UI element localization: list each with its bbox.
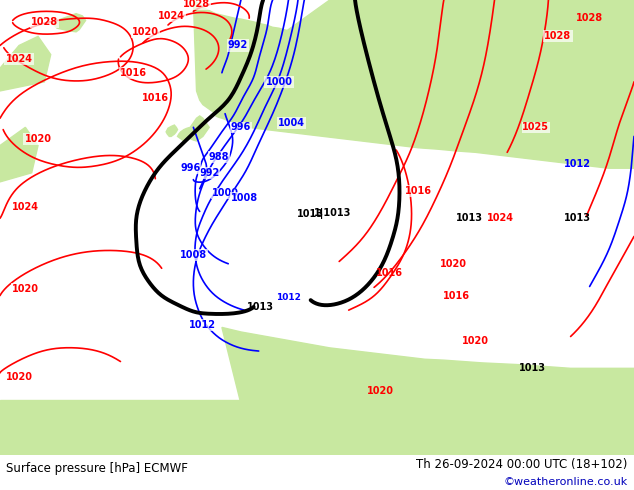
Polygon shape xyxy=(166,125,178,136)
Text: 1024: 1024 xyxy=(6,54,32,64)
Text: 992: 992 xyxy=(199,168,219,178)
Text: 1013: 1013 xyxy=(456,213,482,223)
Text: 1016: 1016 xyxy=(120,68,146,78)
Polygon shape xyxy=(0,127,38,182)
Text: 1028: 1028 xyxy=(545,31,571,41)
Text: 996: 996 xyxy=(180,163,200,173)
Text: 1000: 1000 xyxy=(266,77,292,87)
Text: 992: 992 xyxy=(228,41,248,50)
Polygon shape xyxy=(0,400,634,455)
Text: 1028: 1028 xyxy=(31,17,58,27)
Text: 1020: 1020 xyxy=(6,372,32,382)
Polygon shape xyxy=(222,327,634,455)
Polygon shape xyxy=(193,0,323,118)
Text: 1013: 1013 xyxy=(297,209,324,219)
Text: 1012: 1012 xyxy=(276,294,301,302)
Text: 1013: 1013 xyxy=(564,213,590,223)
Text: 1028: 1028 xyxy=(183,0,210,9)
Text: 1016: 1016 xyxy=(377,268,403,278)
Text: 1000: 1000 xyxy=(212,188,238,198)
Text: 1008: 1008 xyxy=(180,249,207,260)
Text: 1012: 1012 xyxy=(564,159,590,169)
Text: 1020: 1020 xyxy=(440,259,467,269)
Polygon shape xyxy=(51,14,86,32)
Text: 1025: 1025 xyxy=(522,122,549,132)
Text: 1013: 1013 xyxy=(519,363,546,373)
Text: 1016: 1016 xyxy=(443,291,470,300)
Text: 996: 996 xyxy=(231,122,251,132)
Text: ©weatheronline.co.uk: ©weatheronline.co.uk xyxy=(503,477,628,487)
Text: Surface pressure [hPa] ECMWF: Surface pressure [hPa] ECMWF xyxy=(6,462,188,475)
Text: 1020: 1020 xyxy=(25,134,51,144)
Text: Th 26-09-2024 00:00 UTC (18+102): Th 26-09-2024 00:00 UTC (18+102) xyxy=(417,458,628,471)
Text: 988: 988 xyxy=(209,152,229,162)
Text: 1008: 1008 xyxy=(231,193,257,203)
Text: 1020: 1020 xyxy=(12,284,39,294)
Text: 1024: 1024 xyxy=(12,202,39,212)
Polygon shape xyxy=(216,0,634,168)
Text: 1016: 1016 xyxy=(405,186,432,196)
Text: 1013: 1013 xyxy=(247,302,273,312)
Text: 1020: 1020 xyxy=(367,386,394,396)
Text: 1024: 1024 xyxy=(158,11,184,21)
Text: 1028: 1028 xyxy=(576,13,603,23)
Text: 1020: 1020 xyxy=(462,336,489,346)
Polygon shape xyxy=(0,36,51,91)
Text: 1012: 1012 xyxy=(190,320,216,330)
Text: 1024: 1024 xyxy=(488,213,514,223)
Polygon shape xyxy=(178,116,209,141)
Text: 1|1013: 1|1013 xyxy=(314,208,351,219)
Text: 1016: 1016 xyxy=(142,93,169,103)
Text: 1004: 1004 xyxy=(278,118,305,128)
Text: 1020: 1020 xyxy=(133,27,159,37)
